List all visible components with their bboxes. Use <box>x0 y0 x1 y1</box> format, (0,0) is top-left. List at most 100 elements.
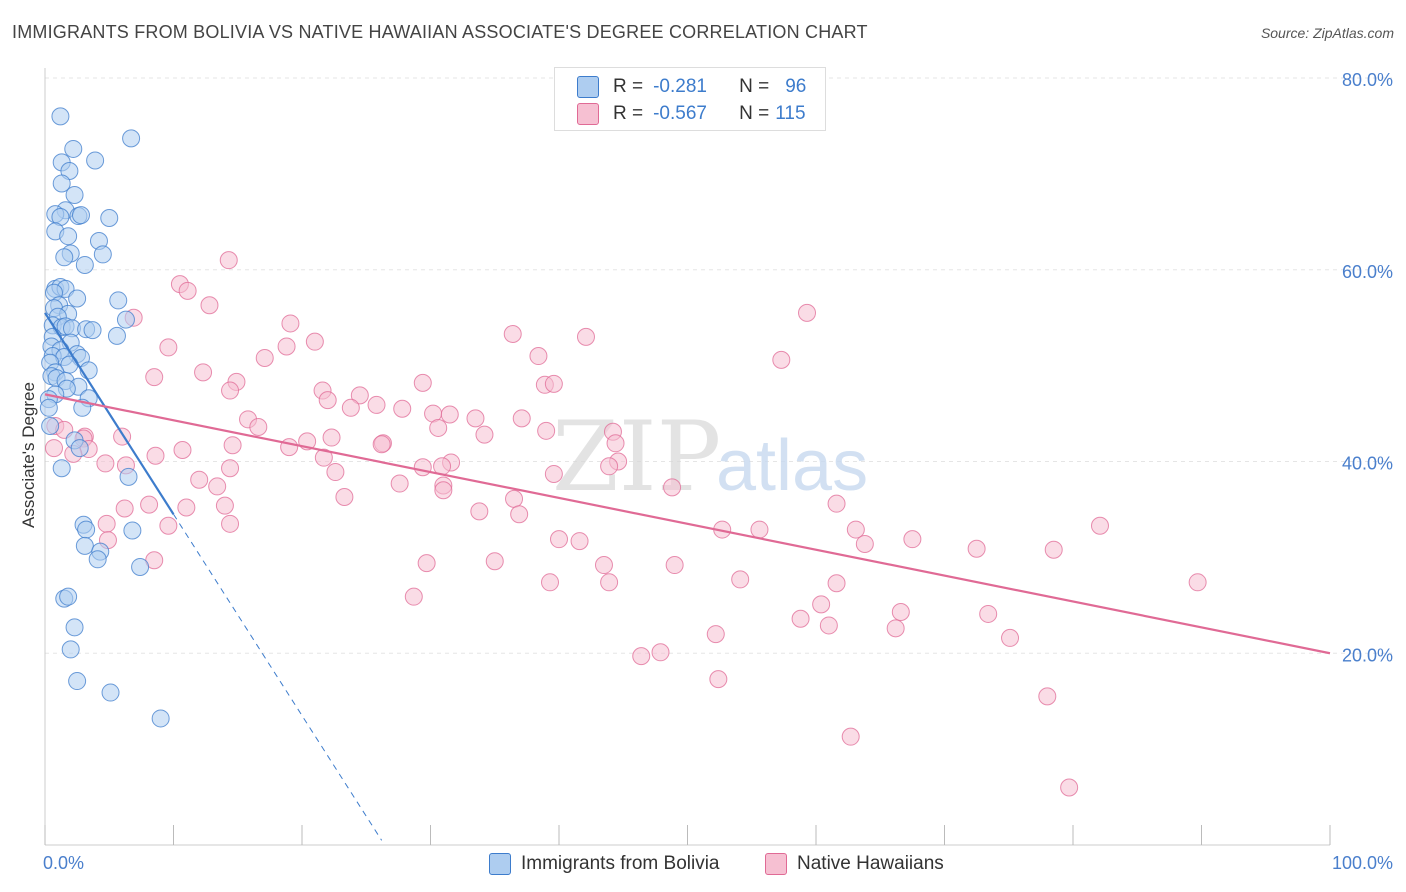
data-point <box>68 672 87 691</box>
data-point <box>846 520 865 539</box>
data-point <box>367 395 386 414</box>
grid <box>45 77 1392 654</box>
data-point <box>372 435 391 454</box>
data-point <box>75 536 94 555</box>
data-point <box>322 428 341 447</box>
series-native-hawaiians <box>44 251 1207 797</box>
data-point <box>417 554 436 573</box>
data-point <box>52 174 71 193</box>
data-point <box>475 425 494 444</box>
data-point <box>537 421 556 440</box>
data-point <box>576 327 595 346</box>
legend-label-hawaiians: Native Hawaiians <box>797 853 944 874</box>
trend-line-extension <box>173 513 383 841</box>
blue-swatch-icon <box>577 76 599 98</box>
data-point <box>55 248 74 267</box>
data-point <box>208 477 227 496</box>
data-point <box>544 374 563 393</box>
watermark-atlas: atlas <box>716 426 868 506</box>
data-point <box>314 448 333 467</box>
data-point <box>1060 778 1079 797</box>
data-point <box>510 505 529 524</box>
data-point <box>855 534 874 553</box>
data-point <box>812 595 831 614</box>
data-point <box>145 368 164 387</box>
data-point <box>101 683 120 702</box>
data-point <box>190 470 209 489</box>
data-point <box>93 245 112 264</box>
data-point <box>215 496 234 515</box>
data-point <box>413 373 432 392</box>
data-point <box>281 314 300 333</box>
n-value: 96 <box>785 76 807 97</box>
data-point <box>318 391 337 410</box>
data-point <box>68 289 87 308</box>
data-point <box>791 609 810 628</box>
axes <box>44 68 1331 846</box>
data-point <box>570 532 589 551</box>
data-point <box>280 438 299 457</box>
data-point <box>219 251 238 270</box>
r-label: R = <box>613 76 644 97</box>
data-point <box>146 446 165 465</box>
data-point <box>434 481 453 500</box>
data-point <box>326 463 345 482</box>
data-point <box>819 616 838 635</box>
data-point <box>512 409 531 428</box>
data-point <box>529 347 548 366</box>
data-point <box>827 574 846 593</box>
data-point <box>173 440 192 459</box>
data-point <box>470 502 489 521</box>
data-point <box>96 454 115 473</box>
y-tick-label: 60.0% <box>1342 262 1393 282</box>
data-point <box>107 326 126 345</box>
data-point <box>71 206 90 225</box>
n-value: 115 <box>775 103 806 124</box>
r-value: -0.567 <box>653 103 707 124</box>
blue-legend-icon <box>489 853 511 875</box>
data-point <box>115 499 134 518</box>
data-point <box>1090 516 1109 535</box>
data-point <box>1188 573 1207 592</box>
data-point <box>663 478 682 497</box>
source-credit: Source: ZipAtlas.com <box>1260 25 1394 41</box>
data-point <box>65 618 84 637</box>
data-point <box>651 643 670 662</box>
data-point <box>64 139 83 158</box>
trend-line <box>44 312 175 515</box>
data-point <box>750 520 769 539</box>
data-point <box>178 281 197 300</box>
data-point <box>51 107 70 126</box>
data-point <box>39 398 58 417</box>
data-point <box>221 381 240 400</box>
data-point <box>52 459 71 478</box>
data-point <box>600 573 619 592</box>
data-point <box>413 458 432 477</box>
r-value: -0.281 <box>653 76 707 97</box>
data-point <box>83 321 102 340</box>
data-point <box>151 709 170 728</box>
data-point <box>798 303 817 322</box>
watermark-zip: ZIP <box>552 401 721 513</box>
data-point <box>200 296 219 315</box>
data-point <box>544 464 563 483</box>
data-point <box>503 324 522 343</box>
trend-line <box>44 393 1331 655</box>
pink-legend-icon <box>765 853 787 875</box>
data-point <box>731 570 750 589</box>
chart-title: IMMIGRANTS FROM BOLIVIA VS NATIVE HAWAII… <box>12 22 868 42</box>
data-point <box>841 727 860 746</box>
legend-item-bolivia: Immigrants from Bolivia <box>489 851 720 877</box>
data-point <box>123 521 142 540</box>
data-point <box>59 587 78 606</box>
data-point <box>440 405 459 424</box>
data-point <box>665 556 684 575</box>
series-immigrants-bolivia <box>39 107 170 728</box>
data-point <box>1038 687 1057 706</box>
watermark: ZIP atlas <box>552 401 868 513</box>
data-point <box>706 625 725 644</box>
data-point <box>541 573 560 592</box>
data-point <box>70 439 89 458</box>
data-point <box>335 487 354 506</box>
